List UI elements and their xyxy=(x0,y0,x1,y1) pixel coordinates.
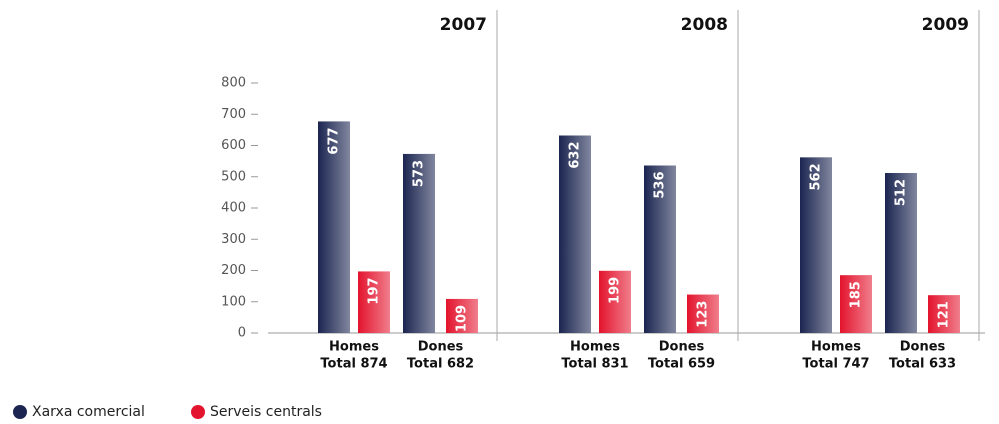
bar-shine xyxy=(446,298,478,333)
x-tick-label: Dones xyxy=(659,340,705,355)
value-label: 562 xyxy=(809,163,824,190)
value-label: 121 xyxy=(937,301,952,328)
panel-title: 2008 xyxy=(681,15,728,35)
y-tick-label: 500 xyxy=(221,169,246,184)
value-label: 185 xyxy=(849,281,864,308)
x-tick-total: Total 659 xyxy=(648,357,715,372)
value-label: 677 xyxy=(327,127,342,154)
x-tick-total: Total 747 xyxy=(802,357,869,372)
bar-shine xyxy=(928,295,960,333)
x-tick-label: Homes xyxy=(570,340,620,355)
value-label: 573 xyxy=(412,160,427,187)
y-tick-label: 400 xyxy=(221,201,246,216)
x-tick-label: Homes xyxy=(811,340,861,355)
y-tick-label: 200 xyxy=(221,263,246,278)
bar-shine xyxy=(644,165,676,333)
x-tick-label: Homes xyxy=(329,340,379,355)
value-label: 536 xyxy=(653,172,668,199)
y-tick-label: 700 xyxy=(221,107,246,122)
value-label: 109 xyxy=(455,305,470,332)
legend-label: Serveis centrals xyxy=(210,404,322,420)
y-tick-label: 800 xyxy=(221,76,246,91)
legend-marker xyxy=(13,405,27,419)
x-tick-total: Total 831 xyxy=(561,357,628,372)
bar-shine xyxy=(840,275,872,333)
bar-shine xyxy=(599,270,631,333)
bar-shine xyxy=(403,153,435,333)
legend-marker xyxy=(191,405,205,419)
bar-shine xyxy=(318,121,350,333)
y-tick-label: 0 xyxy=(238,326,246,341)
bar-shine xyxy=(800,157,832,333)
bar-shine xyxy=(559,135,591,333)
x-tick-total: Total 874 xyxy=(320,357,387,372)
panel-title: 2009 xyxy=(922,15,969,35)
value-label: 512 xyxy=(894,179,909,206)
legend-label: Xarxa comercial xyxy=(32,404,145,420)
bar-shine xyxy=(885,173,917,333)
value-label: 632 xyxy=(568,142,583,169)
x-tick-total: Total 633 xyxy=(889,357,956,372)
value-label: 199 xyxy=(608,277,623,304)
panel-title: 2007 xyxy=(440,15,487,35)
x-tick-label: Dones xyxy=(900,340,946,355)
value-label: 123 xyxy=(696,301,711,328)
y-tick-label: 300 xyxy=(221,232,246,247)
y-tick-label: 100 xyxy=(221,294,246,309)
value-label: 197 xyxy=(367,277,382,304)
bar-shine xyxy=(358,271,390,333)
y-tick-label: 600 xyxy=(221,138,246,153)
bar-shine xyxy=(687,294,719,333)
x-tick-total: Total 682 xyxy=(407,357,474,372)
x-tick-label: Dones xyxy=(418,340,464,355)
